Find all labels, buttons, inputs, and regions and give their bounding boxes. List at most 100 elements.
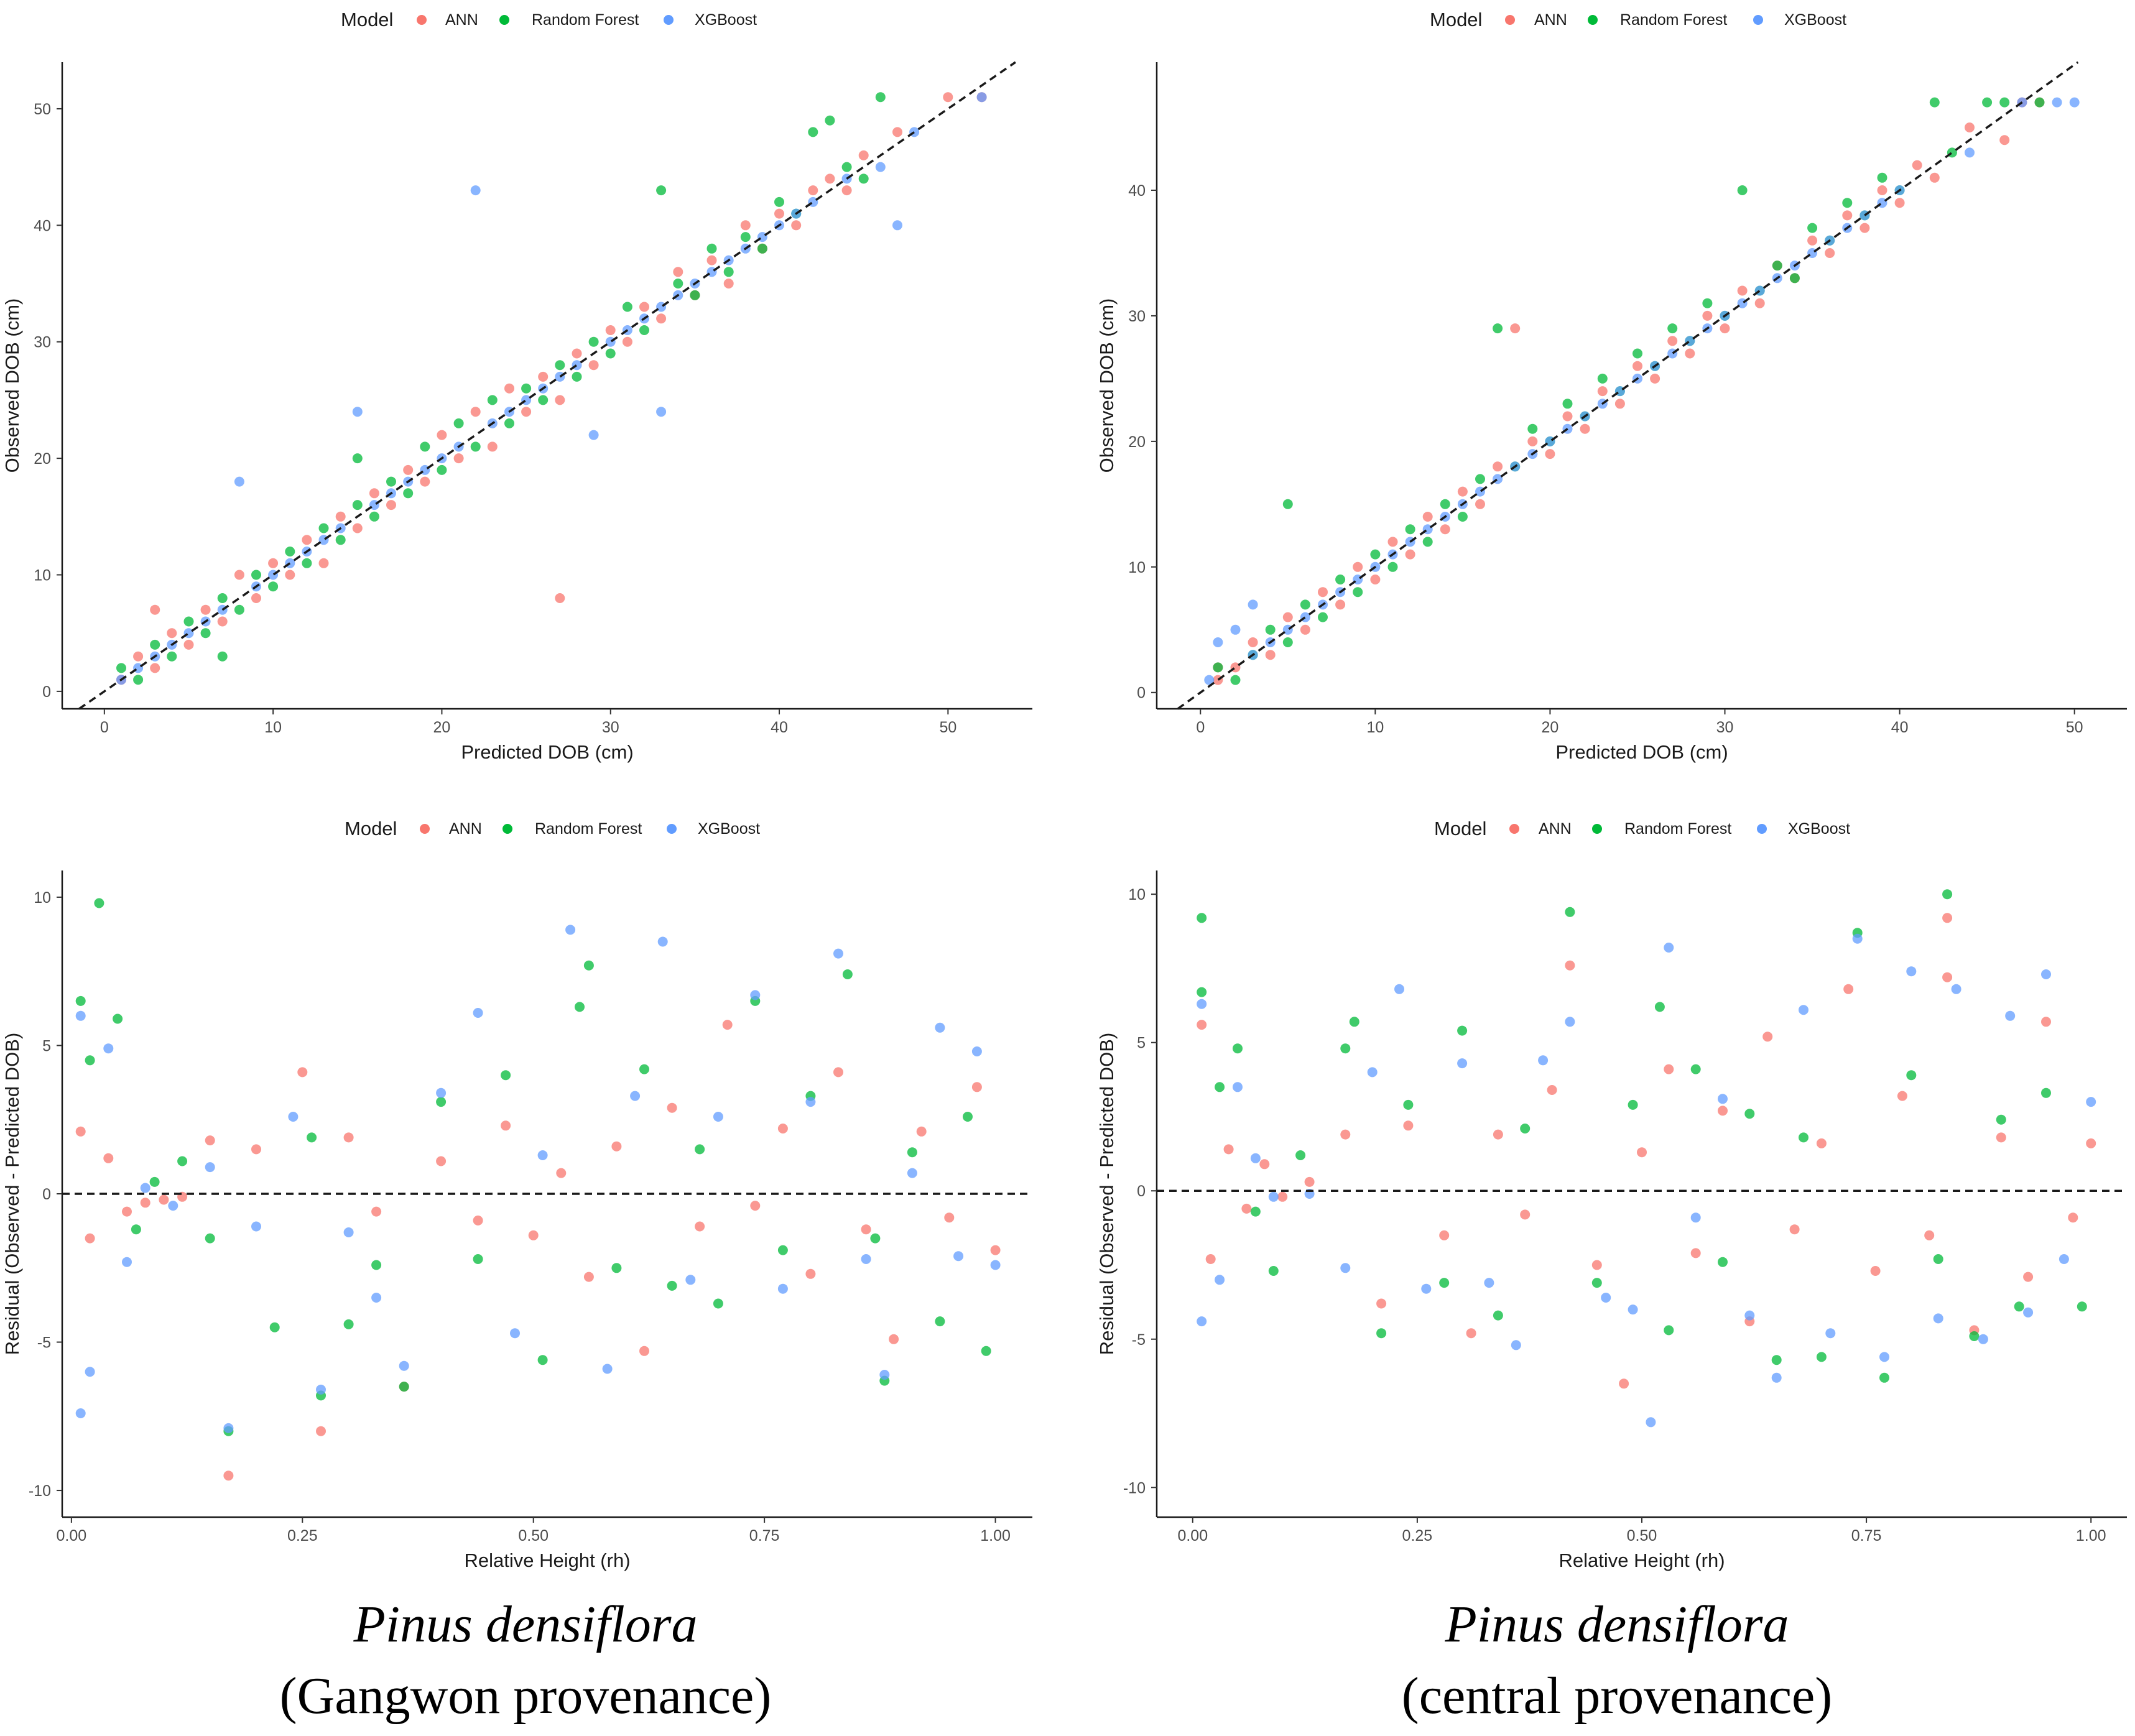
- legend-top-left: Model ANN Random Forest XGBoost: [341, 9, 757, 30]
- point-xgboost: [2023, 1307, 2034, 1318]
- point-random-forest: [583, 960, 594, 971]
- point-random-forest: [875, 92, 886, 103]
- y-axis-title: Observed DOB (cm): [1, 298, 23, 473]
- point-xgboost: [892, 220, 902, 231]
- point-ann: [1248, 637, 1258, 647]
- point-xgboost: [1248, 599, 1258, 610]
- point-xgboost: [1690, 1212, 1701, 1223]
- legend-key-ann: [1505, 15, 1515, 25]
- point-xgboost: [1879, 1352, 1889, 1362]
- point-random-forest: [981, 1346, 991, 1356]
- point-random-forest: [285, 547, 295, 556]
- point-ann: [1877, 185, 1887, 195]
- y-tick-label: 0: [1137, 685, 1146, 702]
- point-xgboost: [140, 1183, 151, 1193]
- point-random-forest: [2041, 1087, 2051, 1098]
- point-random-forest: [639, 325, 649, 335]
- point-random-forest: [504, 418, 514, 428]
- point-xgboost: [473, 1008, 483, 1018]
- point-ann: [223, 1471, 234, 1481]
- point-ann: [1816, 1138, 1827, 1148]
- point-random-forest: [307, 1132, 317, 1143]
- point-xgboost: [1906, 966, 1917, 977]
- point-random-forest: [1349, 1017, 1359, 1027]
- point-ann: [1924, 1230, 1935, 1240]
- point-random-forest: [487, 395, 498, 405]
- x-tick-label: 50: [2066, 719, 2083, 736]
- point-xgboost: [316, 1384, 326, 1395]
- point-ann: [1762, 1032, 1773, 1042]
- point-xgboost: [122, 1257, 132, 1267]
- x-tick-label: 1.00: [980, 1527, 1011, 1544]
- point-ann: [1897, 1091, 1907, 1101]
- point-ann: [605, 325, 616, 335]
- legend-key-xgboost: [1757, 824, 1767, 834]
- point-random-forest: [369, 511, 379, 522]
- point-ann: [183, 639, 194, 650]
- point-ann: [1370, 575, 1381, 584]
- point-random-forest: [1527, 423, 1538, 434]
- point-ann: [833, 1067, 843, 1078]
- x-tick-label: 1.00: [2076, 1527, 2106, 1544]
- point-random-forest: [1664, 1325, 1674, 1336]
- point-ann: [1633, 361, 1642, 371]
- point-random-forest: [1376, 1328, 1387, 1339]
- point-random-forest: [1591, 1278, 1602, 1288]
- point-random-forest: [1370, 549, 1381, 560]
- point-random-forest: [858, 173, 869, 184]
- point-ann: [2023, 1272, 2034, 1282]
- point-random-forest: [2014, 1301, 2024, 1312]
- point-ann: [1929, 172, 1940, 183]
- point-ann: [150, 604, 160, 615]
- y-tick-label: 40: [1128, 182, 1146, 200]
- point-ann: [722, 1020, 733, 1030]
- point-random-forest: [200, 628, 211, 639]
- point-xgboost: [1250, 1153, 1261, 1163]
- y-tick-label: 0: [42, 683, 51, 701]
- legend-key-random-forest: [1592, 824, 1602, 834]
- point-ann: [150, 663, 160, 673]
- point-random-forest: [1335, 575, 1346, 584]
- point-ann: [297, 1067, 308, 1078]
- point-ann: [1527, 436, 1538, 446]
- point-xgboost: [2086, 1097, 2096, 1107]
- point-xgboost: [1565, 1017, 1575, 1027]
- legend-key-random-forest: [502, 824, 512, 834]
- legend-title: Model: [345, 818, 397, 839]
- point-random-forest: [149, 1176, 160, 1187]
- legend-label-ann: ANN: [445, 11, 478, 29]
- point-random-forest: [1942, 889, 1953, 900]
- legend-bottom-right: Model ANN Random Forest XGBoost: [1434, 818, 1850, 839]
- point-random-forest: [1295, 1150, 1306, 1160]
- caption-species: Pinus densiflora: [353, 1595, 697, 1653]
- point-xgboost: [75, 1010, 86, 1021]
- point-ann: [1259, 1159, 1270, 1170]
- x-tick-label: 20: [1542, 719, 1559, 736]
- point-ann: [892, 127, 902, 137]
- point-ann: [1422, 512, 1433, 522]
- point-ann: [1340, 1129, 1351, 1140]
- point-ann: [1466, 1328, 1476, 1339]
- point-ann: [555, 395, 565, 405]
- point-ann: [1619, 1378, 1629, 1389]
- point-random-forest: [1340, 1043, 1351, 1054]
- point-ann: [1942, 972, 1953, 982]
- point-ann: [487, 441, 498, 452]
- point-xgboost: [2041, 969, 2051, 979]
- legend-label-random-forest: Random Forest: [532, 11, 639, 29]
- point-ann: [473, 1215, 483, 1226]
- point-ann: [386, 500, 396, 510]
- point-random-forest: [217, 651, 228, 662]
- point-random-forest: [723, 267, 734, 277]
- point-xgboost: [85, 1367, 95, 1377]
- point-random-forest: [1405, 524, 1415, 535]
- legend-key-ann: [1509, 824, 1519, 834]
- point-ann: [777, 1124, 788, 1133]
- point-random-forest: [1440, 499, 1450, 509]
- point-random-forest: [1250, 1206, 1261, 1217]
- point-ann: [1718, 1106, 1728, 1116]
- x-tick-label: 0: [1196, 719, 1205, 736]
- point-ann: [420, 476, 430, 487]
- point-ann: [1859, 223, 1870, 233]
- point-ann: [2068, 1212, 2078, 1223]
